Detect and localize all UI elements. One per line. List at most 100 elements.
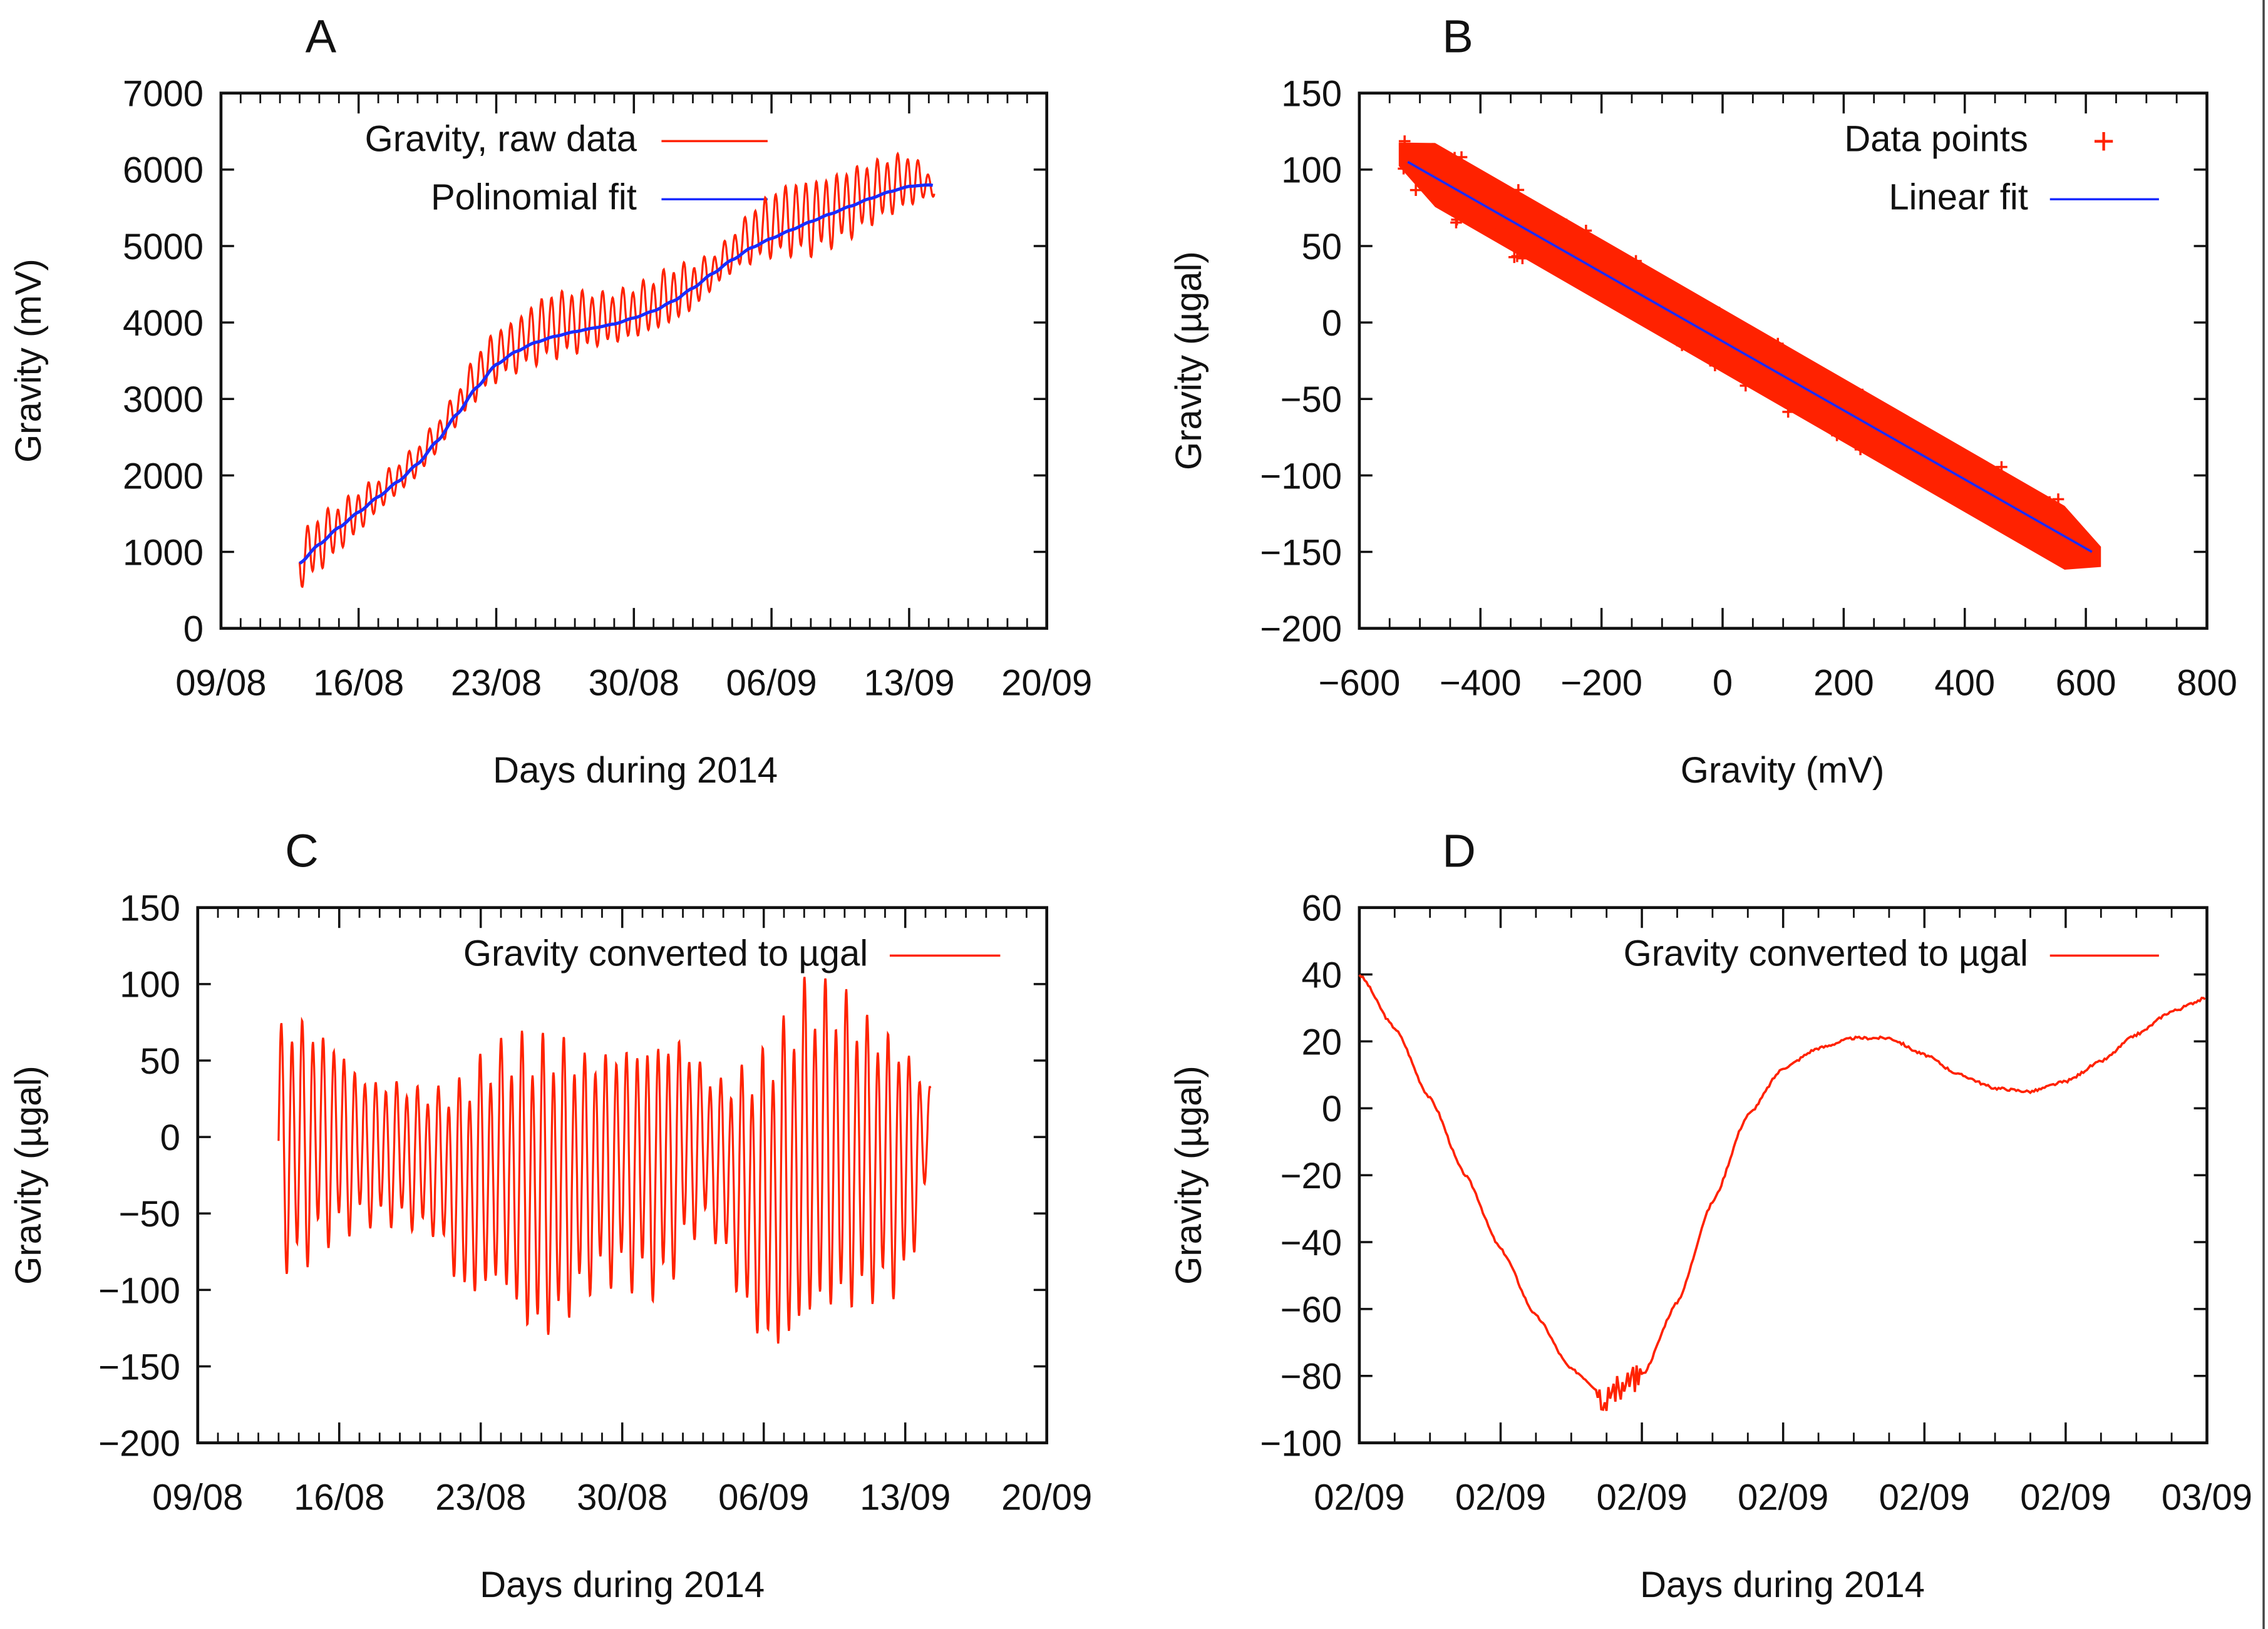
- y-tick-label: −150: [98, 1347, 180, 1387]
- x-axis-label: Days during 2014: [1640, 1565, 1925, 1605]
- x-tick-label: 800: [2177, 662, 2237, 703]
- data-point: [1782, 406, 1794, 418]
- y-tick-label: 4000: [123, 303, 204, 344]
- legend-label: Gravity converted to µgal: [1624, 933, 2028, 974]
- plot-frame: [1358, 91, 2209, 630]
- data-point: [1578, 274, 1590, 287]
- x-tick-label: −200: [1560, 662, 1642, 703]
- data-point: [2063, 545, 2076, 557]
- data-point: [1917, 439, 1930, 452]
- y-axis-label: Gravity (µgal): [8, 1066, 49, 1285]
- data-point: [1874, 408, 1887, 420]
- data-point: [1948, 493, 1960, 505]
- y-tick-label: −100: [1260, 1424, 1342, 1464]
- x-tick-label: 02/09: [1879, 1477, 1970, 1518]
- x-tick-label: 13/09: [860, 1477, 951, 1518]
- y-tick-label: −20: [1281, 1156, 1342, 1196]
- data-point: [1701, 335, 1713, 347]
- y-tick-label: 50: [140, 1041, 180, 1082]
- y-tick-label: −60: [1281, 1290, 1342, 1330]
- y-tick-label: 150: [1281, 74, 1342, 115]
- data-point: [1709, 314, 1722, 326]
- y-tick-label: 1000: [123, 532, 204, 573]
- y-tick-label: 100: [120, 965, 180, 1005]
- x-tick-label: 200: [1813, 662, 1874, 703]
- data-point: [1592, 244, 1605, 256]
- data-point: [1438, 186, 1450, 198]
- data-point: [1508, 251, 1520, 264]
- x-tick-label: 02/09: [2020, 1477, 2111, 1518]
- data-point: [1743, 368, 1755, 381]
- data-point: [1723, 357, 1735, 369]
- data-point: [1740, 379, 1752, 392]
- data-point: [1854, 443, 1867, 456]
- panel-letter: C: [285, 825, 319, 877]
- data-point: [1451, 213, 1463, 226]
- y-axis-label: Gravity (µgal): [1168, 251, 1209, 470]
- y-tick-label: 0: [183, 609, 204, 650]
- data-point: [1544, 244, 1556, 256]
- data-point: [1709, 359, 1721, 372]
- data-point: [1985, 513, 1997, 525]
- x-axis-label: Gravity (mV): [1681, 750, 1885, 791]
- data-point: [1517, 252, 1528, 264]
- y-tick-label: 2000: [123, 456, 204, 496]
- data-point: [1426, 175, 1438, 187]
- y-tick-label: 7000: [123, 74, 204, 115]
- panel-letter: B: [1442, 11, 1473, 63]
- y-tick-label: 6000: [123, 150, 204, 191]
- data-point: [1413, 155, 1426, 167]
- panel-letter: A: [306, 11, 337, 63]
- data-point: [1713, 306, 1725, 319]
- x-tick-label: 06/09: [726, 662, 817, 703]
- data-point: [1488, 224, 1500, 236]
- y-tick-label: −40: [1281, 1223, 1342, 1263]
- legend-label-raw: Gravity, raw data: [365, 119, 637, 160]
- legend-marker-plus: +: [2093, 120, 2115, 162]
- plot-frame: [196, 906, 1049, 1444]
- data-point: [1554, 218, 1566, 231]
- legend-label: Gravity converted to µgal: [463, 933, 868, 974]
- y-tick-label: −50: [1281, 379, 1342, 420]
- y-tick-label: 60: [1301, 888, 1342, 929]
- data-point: [2064, 555, 2076, 567]
- x-tick-label: 16/08: [313, 662, 404, 703]
- plot-frame: [219, 91, 1049, 630]
- x-tick-label: 02/09: [1455, 1477, 1546, 1518]
- data-point: [1676, 339, 1688, 351]
- data-point: [1446, 154, 1459, 166]
- x-tick-label: 16/08: [294, 1477, 384, 1518]
- y-tick-label: −200: [1260, 609, 1342, 650]
- data-point: [1925, 443, 1938, 456]
- data-point: [1816, 398, 1828, 411]
- data-point: [1701, 302, 1713, 314]
- data-point: [1914, 474, 1927, 486]
- panel-d: D Days during 2014 Gravity (µgal) Gravit…: [1168, 825, 2252, 1605]
- y-tick-label: 0: [1322, 1089, 1342, 1129]
- x-tick-label: 23/08: [435, 1477, 526, 1518]
- panel-c: C Days during 2014 Gravity (µgal) Gravit…: [8, 825, 1092, 1605]
- plot-frame: [1358, 906, 2209, 1444]
- data-point: [1523, 239, 1536, 250]
- x-tick-label: −400: [1440, 662, 1522, 703]
- x-tick-label: 03/09: [2162, 1477, 2252, 1518]
- x-tick-label: 0: [1713, 662, 1733, 703]
- legend-label-points: Data points: [1844, 119, 2028, 160]
- y-tick-label: −80: [1281, 1357, 1342, 1397]
- data-point: [1889, 419, 1902, 431]
- y-tick-label: 20: [1301, 1022, 1342, 1062]
- data-point: [1512, 184, 1525, 196]
- panel-a: A Days during 2014 Gravity (mV) Gravity,…: [8, 11, 1092, 791]
- data-point: [1776, 381, 1789, 393]
- series-gravity-ugal-line: [277, 977, 932, 1344]
- data-point: [1639, 301, 1652, 314]
- y-tick-label: −150: [1260, 532, 1342, 573]
- x-tick-label: 06/09: [718, 1477, 809, 1518]
- y-tick-label: 0: [160, 1118, 180, 1158]
- y-axis-label: Gravity (µgal): [1168, 1066, 1209, 1285]
- y-tick-label: −50: [118, 1194, 180, 1235]
- x-tick-label: 13/09: [863, 662, 954, 703]
- x-tick-label: 20/09: [1001, 662, 1092, 703]
- panel-letter: D: [1442, 825, 1476, 877]
- series-gravity-ugal-line: [1358, 974, 2206, 1411]
